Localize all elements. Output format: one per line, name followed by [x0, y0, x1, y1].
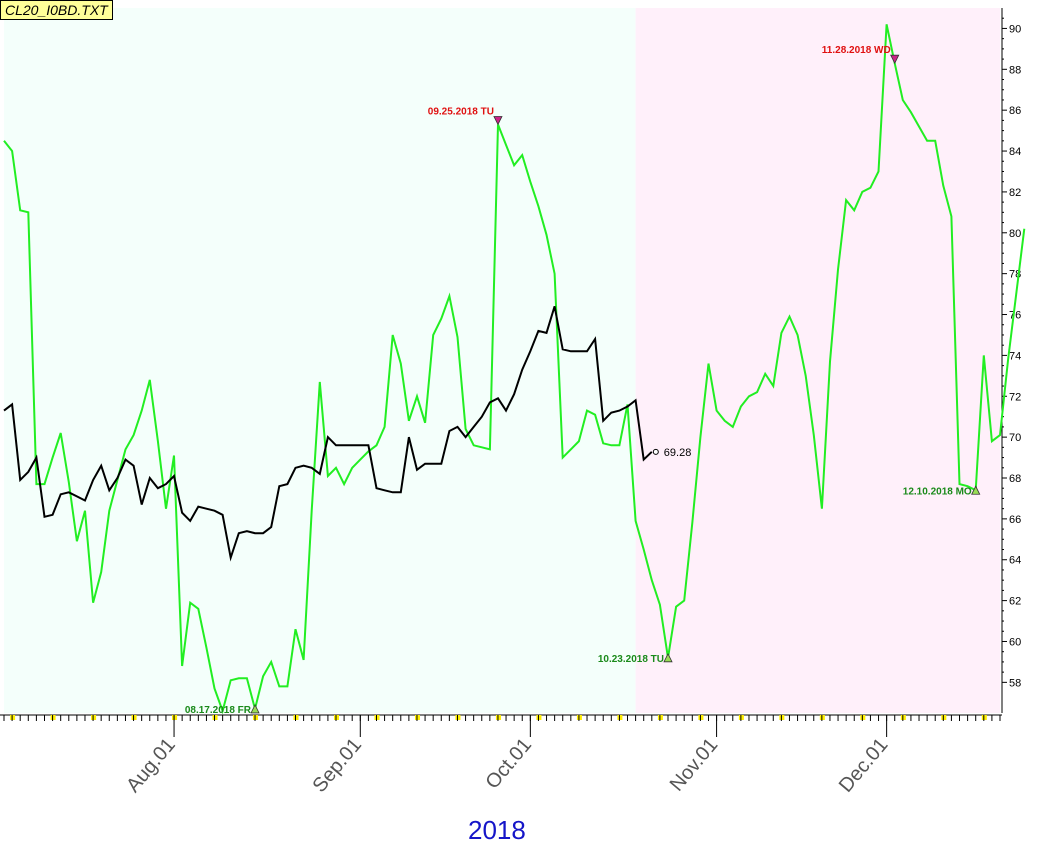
low-marker: [250, 704, 260, 714]
background-region-0: [4, 8, 636, 713]
y-tick-label: 58: [1009, 677, 1021, 689]
y-tick-label: 86: [1009, 105, 1021, 117]
x-axis: Aug.01 Sep.01 Oct.01 Nov.01 Dec.01: [0, 714, 1002, 797]
x-tick-label: Nov.01: [666, 734, 723, 796]
last-value-label: 69.28: [664, 447, 692, 459]
x-tick-label: Aug.01: [122, 734, 180, 797]
annotation-label: 11.28.2018 WD: [822, 45, 891, 56]
low-marker: [971, 485, 981, 495]
annotation-label: 09.25.2018 TU: [428, 106, 494, 117]
y-tick-label: 80: [1009, 228, 1021, 240]
last-value-marker: [652, 448, 659, 455]
y-tick-label: 74: [1009, 350, 1021, 362]
y-tick-label: 66: [1009, 514, 1021, 526]
background-region-1: [635, 8, 1000, 713]
y-tick-label: 76: [1009, 310, 1021, 322]
year-label: 2018: [468, 815, 526, 845]
y-tick-label: 70: [1009, 432, 1021, 444]
high-marker: [890, 54, 900, 65]
high-marker: [493, 116, 503, 126]
annotation-label: 08.17.2018 FR: [185, 705, 252, 716]
y-tick-label: 72: [1009, 391, 1021, 403]
y-tick-label: 60: [1009, 636, 1021, 648]
series-line-1: [3, 306, 653, 562]
series-lines: 69.28: [3, 24, 1026, 715]
y-tick-label: 64: [1009, 555, 1021, 567]
annotation-label: 12.10.2018 MO: [903, 486, 972, 497]
y-tick-label: 84: [1009, 146, 1021, 158]
y-tick-label: 62: [1009, 596, 1021, 608]
y-tick-label: 90: [1009, 23, 1021, 35]
x-tick-label: Oct.01: [481, 734, 536, 793]
chart-background: [4, 8, 1000, 713]
series-line-0: [3, 24, 1026, 715]
annotations: 08.17.2018 FR 09.25.2018 TU 10.23.2018 TU 1…: [185, 45, 981, 716]
x-tick-label: Sep.01: [309, 734, 367, 797]
annotation-label: 10.23.2018 TU: [598, 654, 664, 665]
low-marker: [663, 652, 673, 663]
y-tick-label: 68: [1009, 473, 1021, 485]
y-tick-label: 88: [1009, 64, 1021, 76]
x-tick-label: Dec.01: [835, 734, 893, 797]
y-tick-label: 82: [1009, 187, 1021, 199]
file-title-label: CL20_I0BD.TXT: [0, 0, 113, 20]
